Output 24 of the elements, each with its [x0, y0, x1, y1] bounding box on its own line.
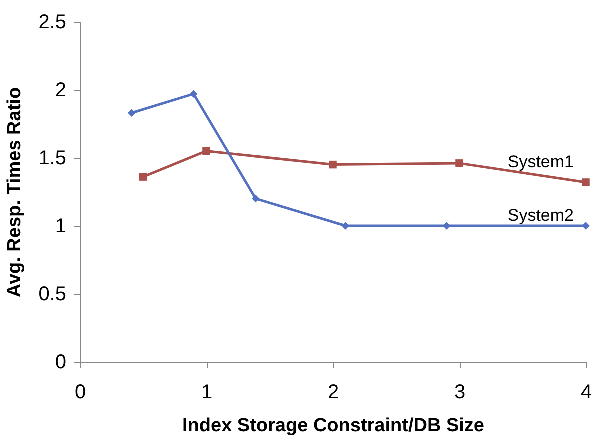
y-tick-label: 0	[55, 352, 66, 374]
point	[139, 173, 148, 181]
y-tick-label: 1	[55, 216, 66, 238]
y-tick-label: 0.5	[38, 284, 66, 306]
y-tick-label: 1.5	[38, 148, 66, 170]
point	[582, 178, 590, 186]
point	[190, 90, 198, 98]
x-tick-label: 4	[580, 382, 592, 404]
point	[456, 160, 464, 168]
x-tick-label: 2	[328, 382, 340, 404]
point	[128, 109, 136, 117]
series-label: System2	[508, 206, 574, 225]
x-tick-label: 1	[201, 382, 213, 404]
y-tick-label: 2.5	[38, 12, 66, 34]
y-axis-title: Avg. Resp. Times Ratio	[4, 87, 26, 298]
x-tick-label: 3	[454, 382, 466, 404]
series-label: System1	[508, 152, 574, 172]
point	[582, 222, 590, 230]
point	[329, 160, 337, 169]
y-tick-label: 2	[55, 80, 66, 102]
x-axis-title: Index Storage Constraint/DB Size	[182, 416, 484, 436]
x-tick-label: 0	[74, 382, 86, 404]
point	[202, 147, 210, 156]
point	[252, 194, 260, 203]
